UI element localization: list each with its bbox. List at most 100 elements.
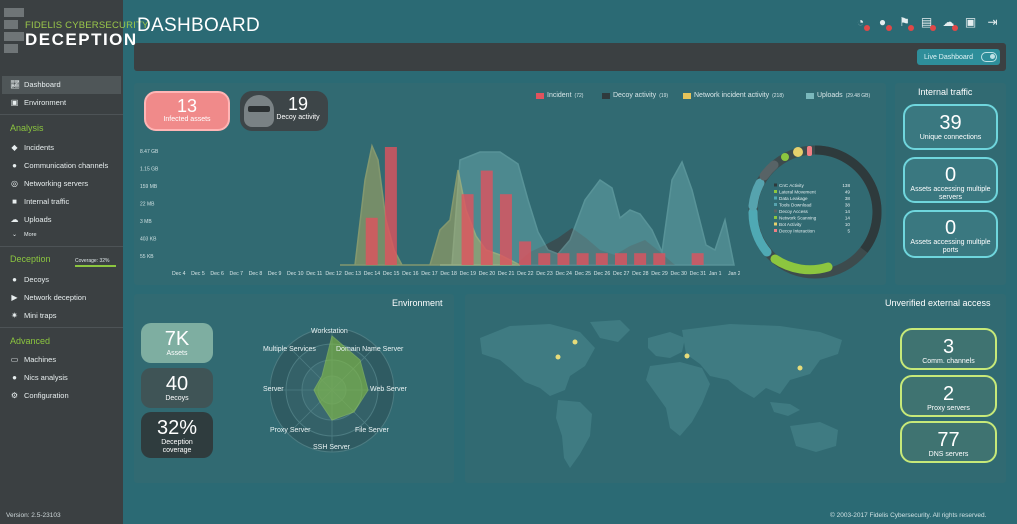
sidebar-item-label: Incidents: [24, 143, 55, 152]
x-tick-label: Dec 27: [613, 271, 630, 277]
incident-bar[interactable]: [614, 253, 627, 265]
incident-bar[interactable]: [576, 253, 589, 265]
world-map: [480, 320, 842, 468]
y-tick-label: 8.47 GB: [140, 149, 159, 155]
sidebar-item-label: Uploads: [24, 215, 52, 224]
sidebar-item-decoys[interactable]: ● Decoys: [10, 275, 49, 284]
card-value: 0: [944, 217, 957, 239]
assets-card[interactable]: 7K Assets: [141, 323, 213, 363]
card-value: 77: [937, 429, 960, 451]
incident-bar[interactable]: [384, 147, 397, 265]
sidebar-item-dashboard[interactable]: 📈︎ Dashboard: [10, 80, 61, 89]
sidebar-item-machines[interactable]: ▭ Machines: [10, 355, 56, 364]
y-tick-label: 159 MB: [140, 184, 158, 190]
donut-legend-swatch: [774, 196, 777, 200]
map-marker[interactable]: [572, 339, 578, 345]
environment-title: Environment: [392, 298, 443, 308]
x-tick-label: Dec 16: [402, 271, 419, 277]
header-icons: ◔ ● ⚑ ▤ ☁ ▣ ⇥: [853, 15, 1000, 31]
cloud-upload-icon: ☁: [10, 215, 19, 224]
sidebar-item-more[interactable]: ⌄ More: [10, 231, 37, 239]
assets-multiple-ports-card[interactable]: 0 Assets accessing multiple ports: [903, 210, 998, 258]
kpi-value: 13: [176, 96, 198, 116]
sidebar-item-mini-traps[interactable]: ✷ Mini traps: [10, 311, 56, 320]
decoys-card[interactable]: 40 Decoys: [141, 368, 213, 408]
card-value: 0: [944, 164, 957, 186]
flag-icon[interactable]: ⚑: [897, 15, 914, 31]
donut-legend-swatch: [774, 190, 777, 193]
legend-decoy-activity[interactable]: Decoy activity (19): [602, 92, 668, 99]
x-tick-label: Dec 19: [460, 271, 477, 277]
comm-channels-card[interactable]: 3 Comm. channels: [900, 328, 997, 370]
map-marker[interactable]: [797, 365, 803, 371]
x-tick-label: Dec 13: [345, 271, 362, 277]
legend-network-incident[interactable]: Network incident activity (218): [683, 92, 784, 99]
divider: [0, 246, 123, 247]
legend-uploads[interactable]: Uploads (29.48 GB): [806, 92, 870, 99]
logout-icon[interactable]: ⇥: [987, 15, 998, 29]
y-tick-label: 3 MB: [140, 219, 152, 225]
ninja-icon: [244, 95, 274, 127]
sidebar-item-uploads[interactable]: ☁ Uploads: [10, 215, 52, 224]
incident-bar[interactable]: [461, 194, 474, 265]
donut-legend-label: Tools Download: [779, 203, 812, 208]
kpi-decoy-activity[interactable]: 19 Decoy activity: [240, 91, 328, 131]
unique-connections-card[interactable]: 39 Unique connections: [903, 104, 998, 150]
gear-icon: ⚙: [10, 391, 19, 400]
incident-bar[interactable]: [499, 194, 512, 265]
donut-legend-swatch: [774, 183, 777, 187]
sidebar-item-label: Decoys: [24, 275, 50, 284]
assets-multiple-servers-card[interactable]: 0 Assets accessing multiple servers: [903, 157, 998, 203]
radar-series: [313, 335, 369, 421]
internal-traffic-title: Internal traffic: [918, 87, 973, 97]
x-tick-label: Dec 8: [249, 271, 263, 277]
donut-legend-value: 38: [845, 196, 851, 201]
sidebar-item-networking-servers[interactable]: ◎ Networking servers: [10, 179, 88, 188]
user-alert-icon[interactable]: ●: [875, 15, 892, 31]
legend-incident[interactable]: Incident (72): [536, 92, 583, 99]
incident-donut-chart: CnC Activity 138 Lateral Movement 49 Data Le…: [748, 145, 882, 279]
map-marker[interactable]: [684, 353, 690, 359]
card-label: Assets accessing multiple servers: [910, 186, 991, 201]
report-icon[interactable]: ▤: [919, 15, 936, 31]
donut-segment-decoy-interaction: [807, 146, 812, 156]
incident-bar[interactable]: [538, 253, 551, 265]
incident-bar[interactable]: [519, 241, 532, 265]
proxy-servers-card[interactable]: 2 Proxy servers: [900, 375, 997, 417]
incident-bar[interactable]: [653, 253, 666, 265]
incident-bar[interactable]: [557, 253, 570, 265]
radar-label-workstation: Workstation: [311, 328, 348, 335]
environment-radar-chart: [270, 330, 395, 453]
x-tick-label: Dec 14: [364, 271, 381, 277]
kpi-label: Infected assets: [163, 116, 211, 123]
cloud-icon[interactable]: ☁: [941, 15, 958, 31]
kpi-label: Decoy activity: [276, 114, 320, 121]
kpi-infected-assets[interactable]: 13 Infected assets: [144, 91, 230, 131]
donut-legend-swatch: [774, 216, 777, 219]
page-title: DASHBOARD: [137, 15, 261, 36]
incident-bar[interactable]: [691, 253, 704, 265]
dns-servers-card[interactable]: 77 DNS servers: [900, 421, 997, 463]
sidebar-item-communication-channels[interactable]: ● Communication channels: [10, 161, 108, 170]
map-marker[interactable]: [555, 354, 561, 360]
radar-icon[interactable]: ◔: [853, 15, 870, 31]
top-toolbar: [134, 43, 1006, 71]
incident-bar[interactable]: [595, 253, 608, 265]
camera-icon[interactable]: ▣: [964, 15, 977, 29]
incident-bar[interactable]: [365, 217, 378, 265]
sidebar-item-configuration[interactable]: ⚙ Configuration: [10, 391, 69, 400]
sidebar-item-incidents[interactable]: ◆ Incidents: [10, 143, 54, 152]
sidebar-item-internal-traffic[interactable]: ■ Internal traffic: [10, 197, 69, 206]
area-chart-icon: [683, 92, 691, 99]
live-dashboard-toggle[interactable]: Live Dashboard: [917, 49, 1000, 65]
coverage-bar: [75, 265, 116, 267]
incident-bar[interactable]: [480, 170, 493, 265]
deception-coverage-card[interactable]: 32% Deception coverage: [141, 412, 213, 458]
incident-bar[interactable]: [634, 253, 647, 265]
sidebar-item-network-deception[interactable]: ▶ Network deception: [10, 293, 86, 302]
sidebar-item-environment[interactable]: ▣ Environment: [10, 98, 66, 107]
card-label: Proxy servers: [927, 405, 970, 412]
brand-line2: DECEPTION: [25, 30, 138, 49]
donut-legend-value: 5: [847, 229, 850, 234]
sidebar-item-nics-analysis[interactable]: ● Nics analysis: [10, 373, 68, 382]
